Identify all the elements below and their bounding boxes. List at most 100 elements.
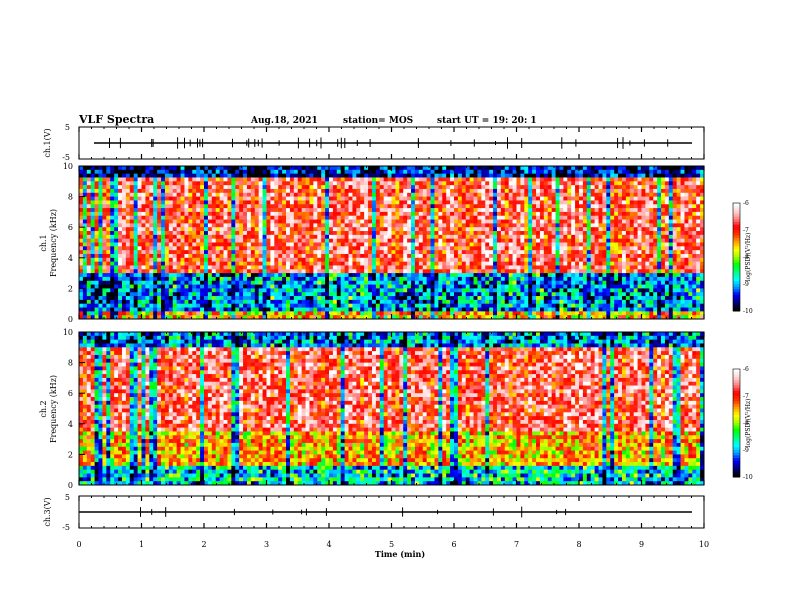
spectrogram-cell (434, 204, 439, 209)
spectrogram-cell (121, 307, 127, 312)
spectrogram-cell (543, 261, 549, 266)
spectrogram-cell (512, 296, 517, 301)
spectrogram-cell (106, 215, 111, 220)
spectrogram-cell (274, 177, 279, 182)
spectrogram-cell (442, 223, 447, 228)
spectrogram-cell (243, 177, 248, 182)
spectrogram-cell (313, 192, 318, 198)
spectrogram-cell (512, 246, 517, 251)
spectrogram-cell (129, 246, 135, 251)
spectrogram-cell (329, 231, 334, 236)
spectrogram-cell (528, 219, 533, 224)
spectrogram-cell (528, 276, 533, 282)
spectrogram-cell (414, 288, 420, 293)
spectrogram-cell (196, 234, 201, 240)
spectrogram-cell (258, 223, 263, 228)
spectrogram-cell (539, 242, 545, 247)
spectrogram-cell (266, 261, 271, 266)
spectrogram-cell (133, 219, 138, 224)
spectrogram-cell (551, 234, 556, 240)
spectrogram-cell (446, 257, 451, 263)
spectrogram-cell (118, 188, 123, 194)
spectrogram-cell (446, 292, 451, 297)
spectrogram-cell (254, 211, 260, 217)
spectrogram-cell (98, 219, 103, 224)
spectrogram-cell (243, 169, 248, 175)
spectrogram-cell (430, 177, 435, 182)
spectrogram-cell (450, 311, 455, 316)
spectrogram-cell (246, 215, 252, 220)
spectrogram-cell (125, 280, 131, 285)
spectrogram-cell (473, 253, 478, 259)
spectrogram-cell (418, 250, 424, 255)
spectrogram-cell (180, 188, 185, 194)
spectrogram-cell (446, 208, 451, 213)
spectrogram-cell (301, 223, 306, 228)
spectrogram-cell (469, 204, 474, 209)
spectrogram-cell (207, 211, 213, 217)
spectrogram-cell (137, 246, 142, 251)
spectrogram-cell (313, 288, 318, 293)
spectrogram-cell (473, 234, 478, 240)
spectrogram-cell (430, 269, 435, 274)
spectrogram-cell (332, 169, 338, 175)
spectrogram-cell (528, 246, 533, 251)
spectrogram-cell (282, 215, 287, 220)
spectrogram-cell (504, 227, 510, 232)
spectrogram-cell (153, 246, 158, 251)
spectrogram-cell (418, 196, 424, 201)
spectrogram-cell (325, 211, 330, 217)
spectrogram-cell (461, 250, 467, 255)
spectrogram-cell (360, 307, 365, 312)
spectrogram-cell (489, 211, 494, 217)
spectrogram-cell (149, 215, 154, 220)
spectrogram-cell (422, 253, 428, 259)
spectrogram-cell (118, 303, 123, 308)
spectrogram-cell (305, 188, 310, 194)
spectrogram-cell (391, 173, 396, 178)
spectrogram-cell (536, 315, 541, 320)
spectrogram-cell (121, 169, 127, 175)
spectrogram-cell (450, 299, 455, 305)
spectrogram-cell (207, 292, 213, 297)
spectrogram-cell (137, 269, 142, 274)
spectrogram-cell (94, 296, 99, 301)
spectrogram-cell (375, 200, 381, 205)
spectrogram-cell (114, 242, 119, 247)
spectrogram-cell (274, 261, 279, 266)
spectrogram-cell (539, 177, 545, 182)
spectrogram-cell (504, 177, 510, 182)
spectrogram-cell (157, 307, 162, 312)
spectrogram-cell (360, 299, 365, 305)
spectrogram-cell (121, 284, 127, 289)
spectrogram-cell (477, 292, 482, 297)
spectrogram-cell (200, 303, 205, 308)
spectrogram-cell (422, 177, 428, 182)
spectrogram-cell (90, 200, 96, 205)
spectrogram-cell (352, 315, 357, 320)
spectrogram-cell (102, 173, 107, 178)
spectrogram-cell (465, 223, 471, 228)
spectrogram-cell (352, 166, 357, 171)
spectrogram-cell (86, 288, 92, 293)
spectrogram-cell (200, 250, 205, 255)
spectrogram-cell (258, 261, 263, 266)
spectrogram-cell (434, 231, 439, 236)
spectrogram-cell (391, 307, 396, 312)
spectrogram-cell (399, 246, 404, 251)
spectrogram-cell (356, 284, 361, 289)
spectrogram-cell (200, 296, 205, 301)
spectrogram-cell (321, 215, 326, 220)
spectrogram-cell (360, 200, 365, 205)
spectrogram-cell (211, 215, 217, 220)
spectrogram-cell (360, 296, 365, 301)
spectrogram-cell (239, 299, 244, 305)
spectrogram-cell (192, 200, 197, 205)
spectrogram-cell (520, 280, 525, 285)
spectrogram-cell (98, 253, 103, 259)
spectrogram-cell (79, 238, 84, 243)
spectrogram-cell (149, 315, 154, 320)
spectrogram-cell (450, 273, 455, 278)
spectrogram-cell (98, 234, 103, 240)
spectrogram-cell (450, 307, 455, 312)
